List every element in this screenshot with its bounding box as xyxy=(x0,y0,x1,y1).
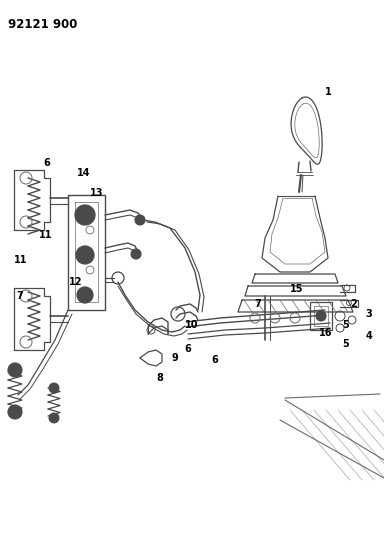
Text: 1: 1 xyxy=(325,87,332,96)
Text: 13: 13 xyxy=(90,188,104,198)
Text: 3: 3 xyxy=(365,310,372,319)
Circle shape xyxy=(135,215,145,225)
Text: 7: 7 xyxy=(17,291,23,301)
Text: 4: 4 xyxy=(365,331,372,341)
Circle shape xyxy=(131,249,141,259)
Text: 6: 6 xyxy=(212,355,218,365)
Text: 5: 5 xyxy=(342,339,349,349)
Text: 9: 9 xyxy=(171,353,178,363)
Circle shape xyxy=(49,413,59,423)
Circle shape xyxy=(8,405,22,419)
Circle shape xyxy=(8,363,22,377)
Text: 11: 11 xyxy=(14,255,28,265)
Circle shape xyxy=(76,246,94,264)
Text: 6: 6 xyxy=(43,158,50,167)
Text: 14: 14 xyxy=(77,168,91,178)
Text: 5: 5 xyxy=(342,320,349,330)
Text: 16: 16 xyxy=(319,328,333,338)
Text: 6: 6 xyxy=(185,344,192,354)
Text: 12: 12 xyxy=(69,278,83,287)
Circle shape xyxy=(77,287,93,303)
Text: 15: 15 xyxy=(290,284,303,294)
Text: 92121 900: 92121 900 xyxy=(8,18,77,31)
Bar xyxy=(310,302,332,330)
Text: 2: 2 xyxy=(350,299,357,309)
Text: 8: 8 xyxy=(156,374,163,383)
Text: 7: 7 xyxy=(255,299,262,309)
Circle shape xyxy=(75,205,95,225)
Text: 10: 10 xyxy=(185,320,199,330)
Circle shape xyxy=(316,311,326,321)
Circle shape xyxy=(81,211,89,219)
Circle shape xyxy=(49,383,59,393)
Bar xyxy=(314,306,328,326)
Text: 11: 11 xyxy=(38,230,52,239)
